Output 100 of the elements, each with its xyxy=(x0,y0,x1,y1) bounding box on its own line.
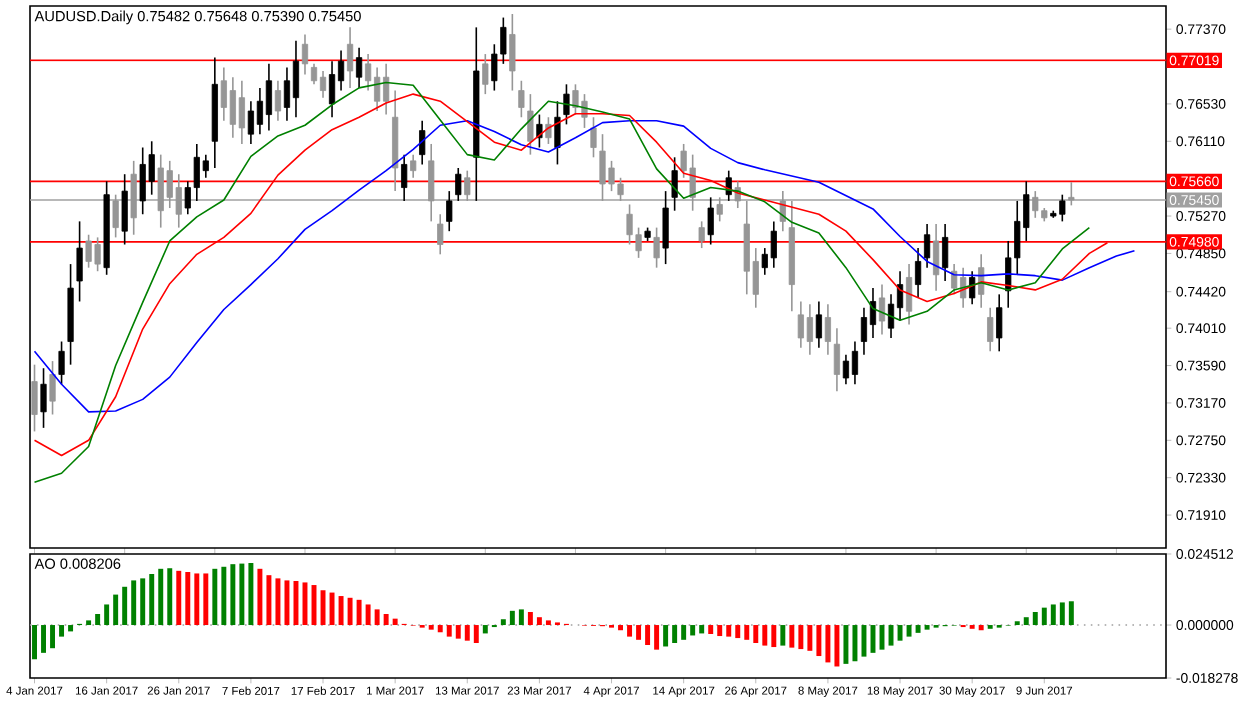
bar xyxy=(482,625,488,634)
candlestick xyxy=(328,60,336,119)
bar xyxy=(176,570,182,626)
bar xyxy=(699,625,705,634)
candlestick xyxy=(806,303,813,356)
bar xyxy=(708,625,714,635)
bar xyxy=(113,594,119,626)
candlestick xyxy=(283,66,291,122)
candlestick xyxy=(401,153,408,202)
candlestick xyxy=(49,360,56,416)
bar xyxy=(636,625,642,640)
candlestick xyxy=(554,100,561,166)
candlestick xyxy=(923,223,931,269)
candlestick xyxy=(446,190,453,232)
bar xyxy=(852,625,858,662)
bar xyxy=(275,578,281,626)
bar xyxy=(329,592,335,626)
bar xyxy=(861,625,867,657)
bar xyxy=(41,625,47,653)
candlestick xyxy=(355,47,363,89)
candlestick xyxy=(851,340,859,386)
candlestick xyxy=(842,354,850,386)
bar xyxy=(1068,601,1074,626)
bar xyxy=(1041,607,1047,626)
bar xyxy=(338,596,344,626)
candlestick xyxy=(878,283,886,336)
bar xyxy=(915,625,921,633)
bar xyxy=(825,625,831,663)
bar xyxy=(149,574,155,626)
bar xyxy=(545,620,551,626)
candlestick xyxy=(310,63,318,86)
candlestick xyxy=(319,70,327,99)
bar xyxy=(816,625,822,657)
bar xyxy=(230,564,236,626)
bar xyxy=(140,578,146,626)
bar xyxy=(86,620,92,626)
candlestick xyxy=(482,53,489,95)
candlestick xyxy=(31,363,38,433)
bar xyxy=(68,625,74,632)
candlestick xyxy=(545,116,552,145)
bar xyxy=(762,625,768,646)
candlestick xyxy=(987,306,994,353)
candlestick xyxy=(437,213,444,256)
bar xyxy=(843,625,849,664)
candlestick xyxy=(969,270,976,305)
candlestick xyxy=(346,26,354,89)
bar xyxy=(735,625,741,639)
candlestick xyxy=(509,13,516,92)
bar xyxy=(978,625,984,631)
candlestick xyxy=(905,263,913,326)
bar xyxy=(663,625,669,647)
candlestick xyxy=(590,116,597,159)
bar xyxy=(167,568,173,626)
bar xyxy=(32,625,37,660)
bar xyxy=(464,625,470,641)
candlestick xyxy=(76,220,83,303)
bar xyxy=(50,625,56,649)
bar xyxy=(753,625,759,643)
candlestick xyxy=(292,39,300,119)
candlestick xyxy=(40,367,47,429)
candlestick xyxy=(265,63,273,132)
bar xyxy=(59,625,65,637)
bar xyxy=(645,625,651,646)
candlestick xyxy=(536,113,543,149)
bar xyxy=(618,625,624,631)
bar xyxy=(717,625,723,637)
candlestick xyxy=(410,153,417,179)
bar xyxy=(383,614,389,626)
bar xyxy=(654,625,660,650)
candlestick xyxy=(238,79,245,145)
candlestick xyxy=(256,87,264,135)
bar xyxy=(744,625,750,640)
bar xyxy=(212,568,218,626)
bar xyxy=(473,625,479,643)
bar xyxy=(690,625,696,636)
bar xyxy=(798,625,804,650)
candlestick xyxy=(419,120,426,166)
candlestick xyxy=(671,156,678,212)
bar xyxy=(834,625,840,667)
candlestick xyxy=(121,173,128,246)
bar xyxy=(897,625,903,641)
bar xyxy=(446,625,452,637)
bar xyxy=(771,625,777,648)
bar xyxy=(347,597,353,626)
candlestick xyxy=(833,327,841,393)
bar xyxy=(356,599,362,626)
candlestick xyxy=(707,196,714,246)
bar xyxy=(194,573,200,626)
bar xyxy=(374,609,380,626)
candlestick xyxy=(653,226,660,269)
candlestick xyxy=(455,167,462,202)
candlestick xyxy=(914,247,922,299)
candlestick xyxy=(860,306,868,356)
bar xyxy=(527,611,533,626)
bar xyxy=(500,619,506,626)
bar xyxy=(518,609,524,626)
bar xyxy=(95,614,101,626)
bar xyxy=(266,575,272,626)
candlestick xyxy=(942,223,949,282)
bar xyxy=(122,586,128,626)
